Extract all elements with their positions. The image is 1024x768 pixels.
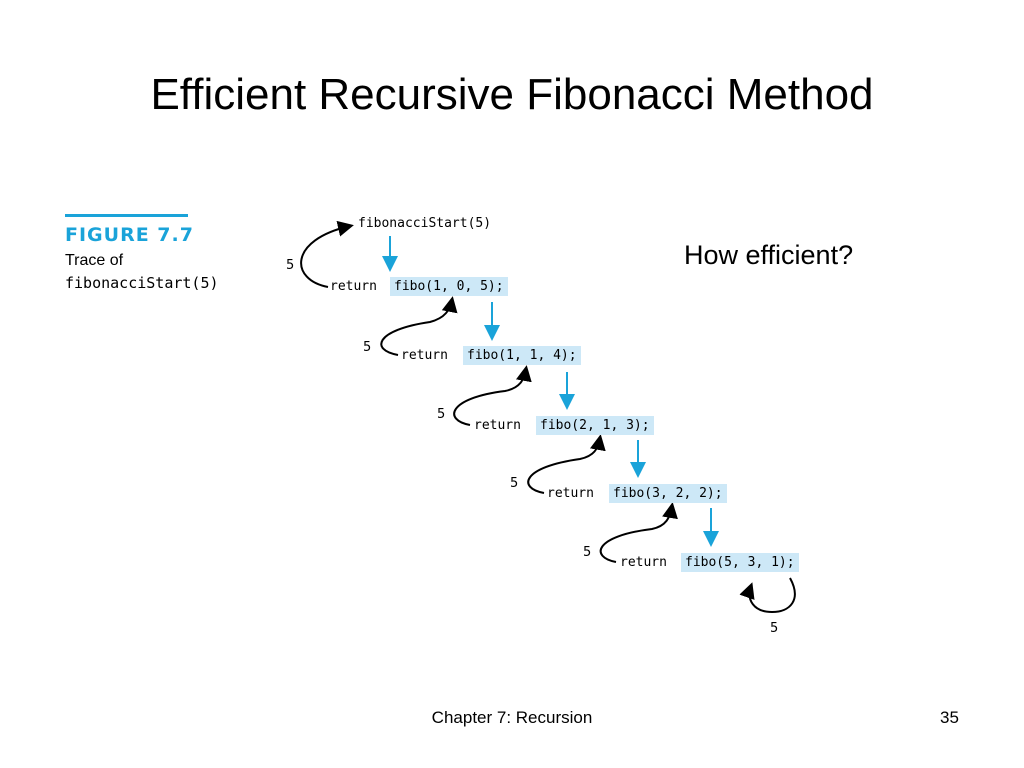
return-value-3: 5 (510, 476, 519, 491)
figure-rule (65, 214, 188, 217)
return-arrow-2 (453, 365, 532, 426)
caption-code: fibonacciStart(5) (65, 274, 219, 292)
figure-label: FIGURE 7.7 (65, 224, 194, 246)
footer-text: Chapter 7: Recursion (431, 708, 593, 727)
return-keyword: return (330, 279, 377, 294)
return-keyword: return (474, 418, 521, 433)
call-box: fibo(5, 3, 1); (681, 553, 799, 572)
return-value-5: 5 (770, 621, 779, 636)
call-box: fibo(3, 2, 2); (609, 484, 727, 503)
return-arrow-3 (527, 434, 606, 494)
question-text: How efficient? (684, 240, 854, 270)
start-call: fibonacciStart(5) (358, 216, 492, 231)
return-value-0: 5 (286, 258, 295, 273)
call-box: fibo(2, 1, 3); (536, 416, 654, 435)
return-arrow-0 (300, 220, 354, 288)
slide-title: Efficient Recursive Fibonacci Method (150, 70, 874, 119)
return-keyword: return (401, 348, 448, 363)
return-keyword: return (620, 555, 667, 570)
base-case-loop (739, 577, 796, 614)
return-arrow-1 (380, 296, 458, 356)
call-box: fibo(1, 1, 4); (463, 346, 581, 365)
caption-text: Trace of (65, 252, 124, 269)
return-value-1: 5 (363, 340, 372, 355)
return-arrow-4 (599, 502, 678, 563)
return-value-4: 5 (583, 545, 592, 560)
page-number: 35 (940, 708, 959, 727)
figure-caption: Trace of fibonacciStart(5) (65, 250, 219, 294)
return-keyword: return (547, 486, 594, 501)
call-box: fibo(1, 0, 5); (390, 277, 508, 296)
return-value-2: 5 (437, 407, 446, 422)
